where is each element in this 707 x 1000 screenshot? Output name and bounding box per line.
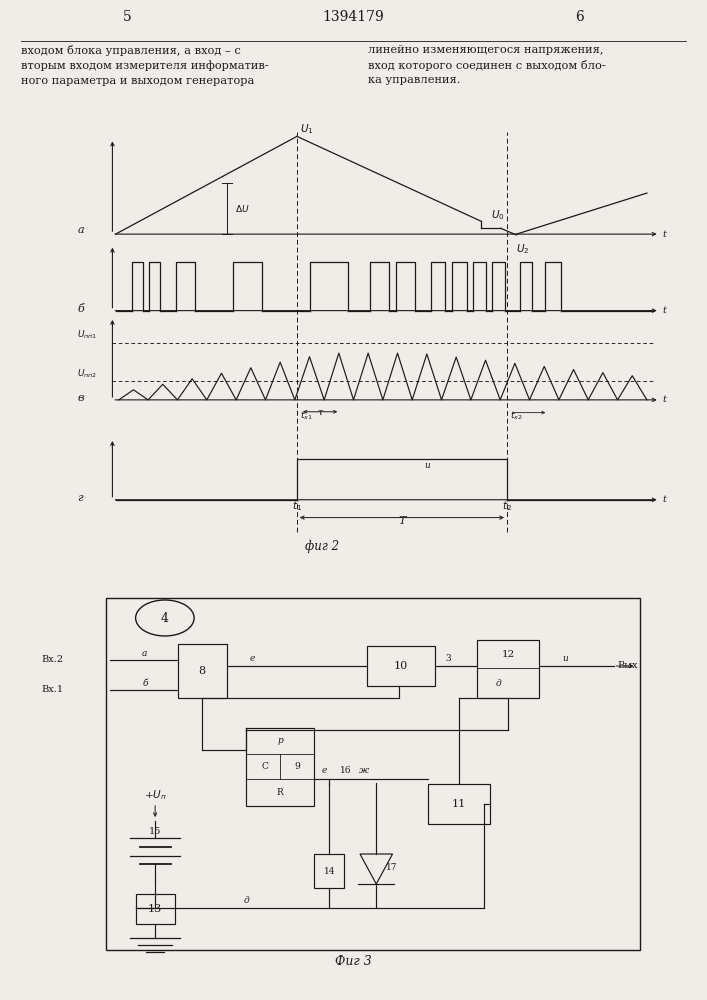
Text: е: е bbox=[250, 654, 255, 663]
Text: линейно изменяющегося напряжения,
вход которого соединен с выходом бло-
ка управ: линейно изменяющегося напряжения, вход к… bbox=[368, 45, 605, 85]
Text: 6: 6 bbox=[575, 10, 584, 24]
Text: $t_2$: $t_2$ bbox=[502, 499, 512, 513]
Text: $U_1$: $U_1$ bbox=[300, 122, 314, 136]
Text: Вх.1: Вх.1 bbox=[41, 686, 64, 694]
Text: Фuг 3: Фuг 3 bbox=[335, 955, 372, 968]
Text: Вых: Вых bbox=[617, 662, 638, 670]
Text: R: R bbox=[277, 788, 284, 797]
Text: Вх.2: Вх.2 bbox=[41, 656, 64, 664]
Text: р: р bbox=[277, 736, 284, 745]
Text: $U_{пп2}$: $U_{пп2}$ bbox=[78, 367, 98, 380]
Text: в: в bbox=[78, 393, 84, 403]
Text: $U_{пп1}$: $U_{пп1}$ bbox=[78, 328, 98, 341]
Text: 3: 3 bbox=[445, 654, 450, 663]
Bar bbox=[477, 640, 539, 698]
Text: и: и bbox=[562, 654, 568, 663]
Text: 11: 11 bbox=[452, 799, 467, 809]
Text: $U_2$: $U_2$ bbox=[517, 242, 530, 256]
Text: 10: 10 bbox=[394, 661, 408, 671]
Bar bbox=[106, 598, 640, 950]
Text: $U_0$: $U_0$ bbox=[491, 208, 505, 222]
Text: $t_{x1}$: $t_{x1}$ bbox=[300, 409, 313, 422]
Text: фuг 2: фuг 2 bbox=[305, 540, 339, 553]
Text: С: С bbox=[262, 762, 269, 771]
Text: 1394179: 1394179 bbox=[322, 10, 385, 24]
Text: 4: 4 bbox=[161, 611, 169, 624]
Text: 15: 15 bbox=[149, 827, 161, 836]
Text: а: а bbox=[78, 225, 84, 235]
Text: д: д bbox=[243, 896, 249, 905]
Text: $t_1$: $t_1$ bbox=[292, 499, 302, 513]
Text: ж: ж bbox=[358, 766, 369, 775]
Bar bbox=[178, 644, 227, 698]
Text: д: д bbox=[496, 679, 501, 688]
Text: входом блока управления, а вход – с
вторым входом измерителя информатив-
ного па: входом блока управления, а вход – с втор… bbox=[21, 45, 269, 86]
Text: е: е bbox=[322, 766, 327, 775]
Text: t: t bbox=[663, 495, 667, 504]
Bar bbox=[246, 728, 315, 806]
Text: $t_{x2}$: $t_{x2}$ bbox=[510, 409, 522, 422]
Text: t: t bbox=[663, 230, 667, 239]
Text: 14: 14 bbox=[324, 867, 335, 876]
Text: 8: 8 bbox=[199, 666, 206, 676]
Text: T: T bbox=[398, 516, 406, 526]
Bar bbox=[136, 894, 175, 924]
Text: t: t bbox=[663, 306, 667, 315]
Text: а: а bbox=[142, 649, 148, 658]
Text: 13: 13 bbox=[148, 904, 162, 914]
Bar bbox=[366, 646, 435, 686]
Text: 12: 12 bbox=[501, 650, 515, 659]
Text: $\Delta U$: $\Delta U$ bbox=[235, 203, 250, 214]
Text: г: г bbox=[78, 493, 83, 503]
Bar bbox=[428, 784, 490, 824]
Text: и: и bbox=[424, 462, 431, 471]
Text: t: t bbox=[663, 395, 667, 404]
Text: 17: 17 bbox=[386, 863, 397, 872]
Text: τ: τ bbox=[317, 408, 323, 417]
Text: 9: 9 bbox=[295, 762, 300, 771]
Text: +$U_п$: +$U_п$ bbox=[144, 788, 166, 802]
Text: б: б bbox=[78, 304, 84, 314]
Text: б: б bbox=[142, 679, 148, 688]
Text: 5: 5 bbox=[123, 10, 132, 24]
Text: 16: 16 bbox=[340, 766, 351, 775]
Bar bbox=[315, 854, 344, 888]
